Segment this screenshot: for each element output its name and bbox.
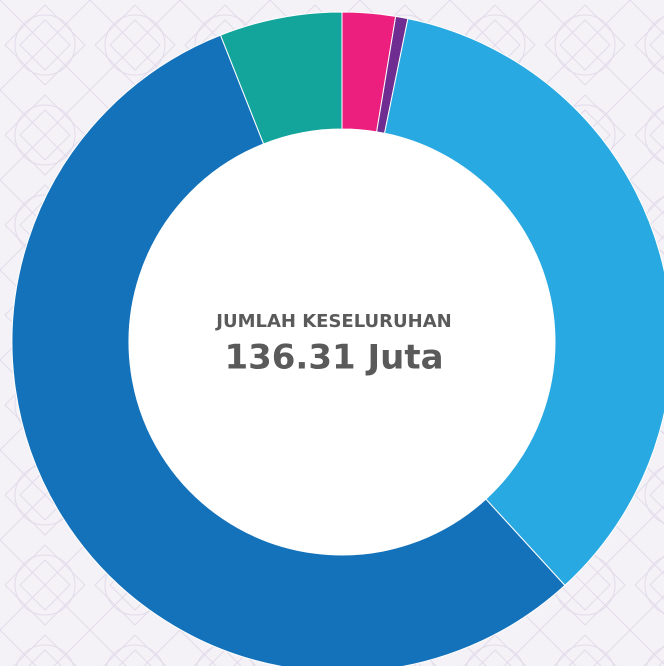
center-label: JUMLAH KESELURUHAN — [214, 311, 451, 332]
center-value: 136.31 Juta — [224, 338, 443, 378]
donut — [11, 11, 664, 666]
donut-hole — [129, 129, 555, 555]
